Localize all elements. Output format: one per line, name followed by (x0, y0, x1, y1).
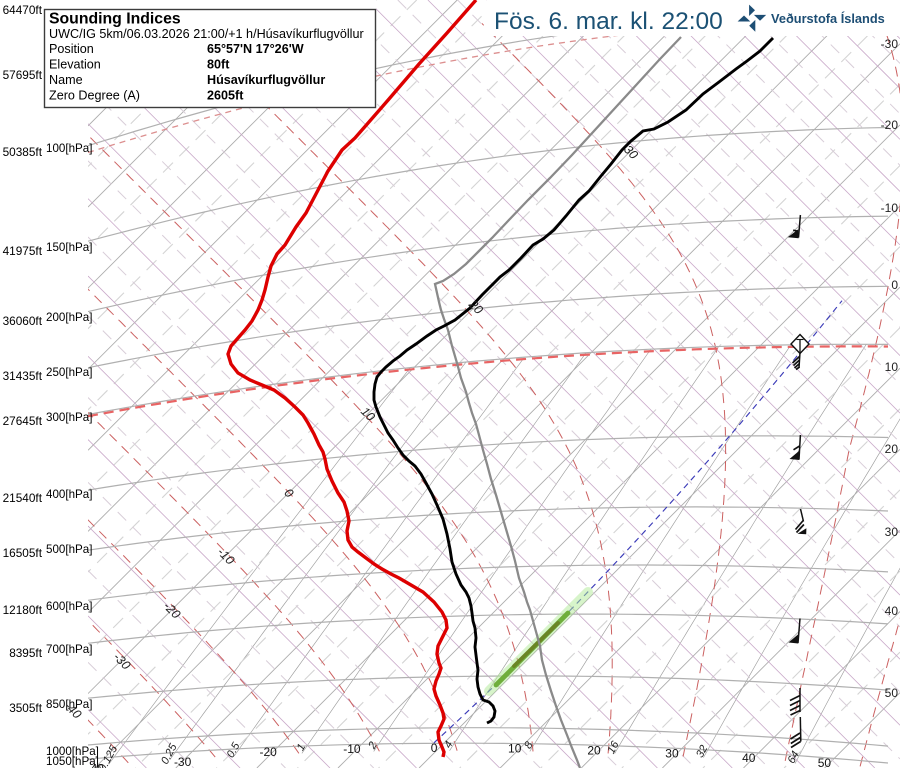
svg-text:-10: -10 (881, 201, 899, 215)
svg-text:Sounding Indices: Sounding Indices (49, 11, 181, 28)
svg-text:-30: -30 (881, 37, 899, 51)
svg-text:UWC/IG 5km/06.03.2026 21:00/+1: UWC/IG 5km/06.03.2026 21:00/+1 h/Húsavík… (49, 27, 364, 41)
svg-text:40: 40 (742, 751, 756, 765)
svg-text:27645ft: 27645ft (3, 414, 43, 428)
svg-text:Elevation: Elevation (49, 58, 101, 72)
svg-text:Fös. 6. mar. kl. 22:00: Fös. 6. mar. kl. 22:00 (494, 8, 723, 35)
svg-text:300[hPa]: 300[hPa] (46, 411, 92, 424)
svg-text:21540ft: 21540ft (3, 491, 43, 505)
svg-text:41975ft: 41975ft (3, 244, 43, 258)
svg-text:80ft: 80ft (207, 58, 230, 72)
svg-text:Veðurstofa Íslands: Veðurstofa Íslands (771, 11, 885, 26)
svg-text:600[hPa]: 600[hPa] (46, 600, 92, 613)
svg-text:700[hPa]: 700[hPa] (46, 643, 92, 656)
svg-text:64470ft: 64470ft (3, 3, 43, 17)
svg-text:Name: Name (49, 73, 83, 87)
svg-text:10: 10 (885, 360, 899, 374)
svg-text:1: 1 (295, 742, 308, 753)
svg-text:10: 10 (508, 741, 522, 755)
svg-text:Position: Position (49, 42, 94, 56)
svg-text:100[hPa]: 100[hPa] (46, 142, 92, 155)
svg-text:0: 0 (431, 741, 438, 755)
svg-text:32: 32 (694, 743, 710, 759)
svg-text:12180ft: 12180ft (3, 603, 43, 617)
svg-text:30: 30 (665, 746, 679, 760)
svg-text:1050[hPa]: 1050[hPa] (46, 755, 99, 768)
svg-text:65°57'N 17°26'W: 65°57'N 17°26'W (207, 42, 304, 56)
svg-text:400[hPa]: 400[hPa] (46, 488, 92, 501)
svg-text:64: 64 (786, 749, 802, 765)
svg-text:36060ft: 36060ft (3, 314, 43, 328)
svg-text:2: 2 (366, 740, 380, 752)
svg-text:1000[hPa]: 1000[hPa] (46, 745, 99, 758)
svg-text:Zero Degree (A): Zero Degree (A) (49, 89, 140, 103)
svg-text:-20: -20 (881, 118, 899, 132)
svg-text:Húsavíkurflugvöllur: Húsavíkurflugvöllur (207, 73, 325, 87)
svg-text:200[hPa]: 200[hPa] (46, 311, 92, 324)
svg-text:-20: -20 (259, 745, 277, 759)
svg-text:30: 30 (885, 525, 899, 539)
svg-text:20: 20 (885, 442, 899, 456)
svg-text:4: 4 (442, 739, 455, 750)
svg-text:50: 50 (885, 686, 899, 700)
svg-text:50385ft: 50385ft (3, 145, 43, 159)
svg-text:40: 40 (885, 604, 899, 618)
svg-text:20: 20 (587, 743, 601, 757)
svg-text:16505ft: 16505ft (3, 546, 43, 560)
svg-text:-10: -10 (343, 742, 361, 756)
svg-text:57695ft: 57695ft (3, 68, 43, 82)
svg-text:31435ft: 31435ft (3, 369, 43, 383)
svg-text:500[hPa]: 500[hPa] (46, 543, 92, 556)
svg-text:-30: -30 (174, 755, 192, 768)
svg-text:2605ft: 2605ft (207, 89, 244, 103)
svg-text:3505ft: 3505ft (9, 701, 43, 715)
svg-text:8395ft: 8395ft (9, 646, 43, 660)
svg-text:50: 50 (818, 756, 832, 768)
svg-text:0: 0 (891, 278, 898, 292)
svg-text:250[hPa]: 250[hPa] (46, 366, 92, 379)
svg-text:8: 8 (522, 739, 536, 751)
svg-text:-40: -40 (87, 762, 105, 768)
svg-text:850[hPa]: 850[hPa] (46, 698, 92, 711)
svg-text:150[hPa]: 150[hPa] (46, 241, 92, 254)
